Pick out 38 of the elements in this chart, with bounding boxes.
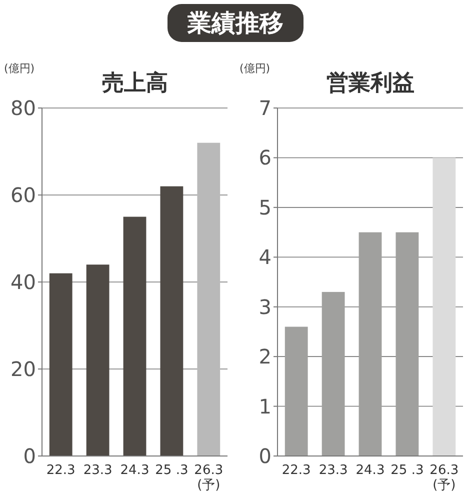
chart-title: 売上高 [102, 70, 168, 96]
y-tick-label: 0 [23, 444, 36, 468]
x-tick-label: 22.3 [282, 463, 311, 478]
x-tick-label: 25 .3 [390, 463, 424, 478]
bar [284, 326, 308, 456]
bar [197, 142, 220, 456]
y-tick-label: 3 [258, 294, 272, 319]
x-tick-label: 24.3 [356, 463, 385, 478]
bar [160, 186, 184, 456]
y-axis-title: (億円) [240, 62, 270, 75]
x-tick-label: 22.3 [46, 463, 76, 478]
bar [432, 158, 456, 456]
bar [322, 292, 345, 456]
y-axis-title: (億円) [4, 62, 35, 75]
y-tick-label: 60 [10, 183, 36, 207]
x-tick-label: 26.3 (予) [430, 463, 459, 493]
chart-title: 営業利益 [326, 71, 414, 96]
bar [49, 273, 72, 456]
y-tick-label: 5 [258, 195, 272, 220]
bar [358, 232, 382, 456]
bar [123, 216, 146, 456]
bar [396, 232, 419, 456]
bar [86, 264, 110, 456]
y-tick-label: 4 [258, 245, 272, 270]
y-tick-label: 20 [10, 357, 36, 381]
x-tick-label: 23.3 [83, 463, 112, 478]
y-tick-label: 2 [258, 344, 272, 369]
y-tick-label: 6 [258, 146, 272, 170]
y-tick-label: 7 [258, 96, 272, 120]
text: 業績推移 [186, 9, 284, 37]
y-tick-label: 80 [10, 96, 36, 120]
y-tick-label: 1 [258, 394, 272, 418]
x-tick-label: 23.3 [318, 463, 348, 478]
x-tick-label: 24.3 [120, 463, 150, 478]
x-tick-label: 26.3 (予) [194, 463, 224, 493]
y-tick-label: 40 [10, 270, 36, 294]
y-tick-label: 0 [258, 444, 272, 468]
x-tick-label: 25 .3 [155, 463, 188, 478]
